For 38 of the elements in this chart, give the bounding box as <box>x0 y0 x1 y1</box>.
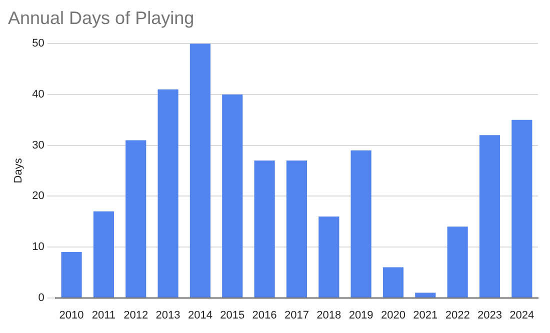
x-tick-label: 2020 <box>380 309 406 322</box>
bar <box>190 44 210 298</box>
x-tick-label: 2023 <box>478 309 502 322</box>
bar <box>254 160 275 298</box>
x-tick-label: 2015 <box>220 309 245 322</box>
bar <box>61 252 82 298</box>
y-tick-label: 50 <box>32 38 44 50</box>
bar <box>350 150 372 298</box>
bar <box>382 267 404 298</box>
bar <box>222 94 243 298</box>
y-tick-label: 10 <box>32 240 44 253</box>
bar <box>286 160 308 298</box>
bar <box>512 120 532 298</box>
x-tick-label: 2019 <box>348 309 374 322</box>
x-tick-label: 2012 <box>124 309 148 322</box>
y-tick-label: 20 <box>32 190 44 202</box>
bar <box>93 211 114 298</box>
y-axis-title: Days <box>12 158 25 184</box>
bar <box>318 216 340 298</box>
x-tick-label: 2021 <box>413 309 438 322</box>
bar <box>479 135 500 298</box>
y-tick-label: 40 <box>32 88 44 100</box>
x-tick-label: 2010 <box>59 309 84 322</box>
y-tick-label: 0 <box>38 292 44 304</box>
y-tick-label: 30 <box>32 139 44 152</box>
bar <box>415 292 436 298</box>
bar <box>158 89 178 298</box>
x-tick-label: 2022 <box>445 309 470 322</box>
chart-title: Annual Days of Playing <box>8 8 194 28</box>
x-tick-label: 2013 <box>156 309 180 322</box>
x-tick-label: 2024 <box>510 309 534 322</box>
x-tick-label: 2018 <box>316 309 342 322</box>
bar <box>447 226 468 298</box>
x-tick-label: 2016 <box>252 309 277 322</box>
x-tick-label: 2011 <box>92 309 116 322</box>
bar <box>126 140 146 298</box>
x-tick-label: 2014 <box>188 309 212 322</box>
x-tick-label: 2017 <box>284 309 309 322</box>
